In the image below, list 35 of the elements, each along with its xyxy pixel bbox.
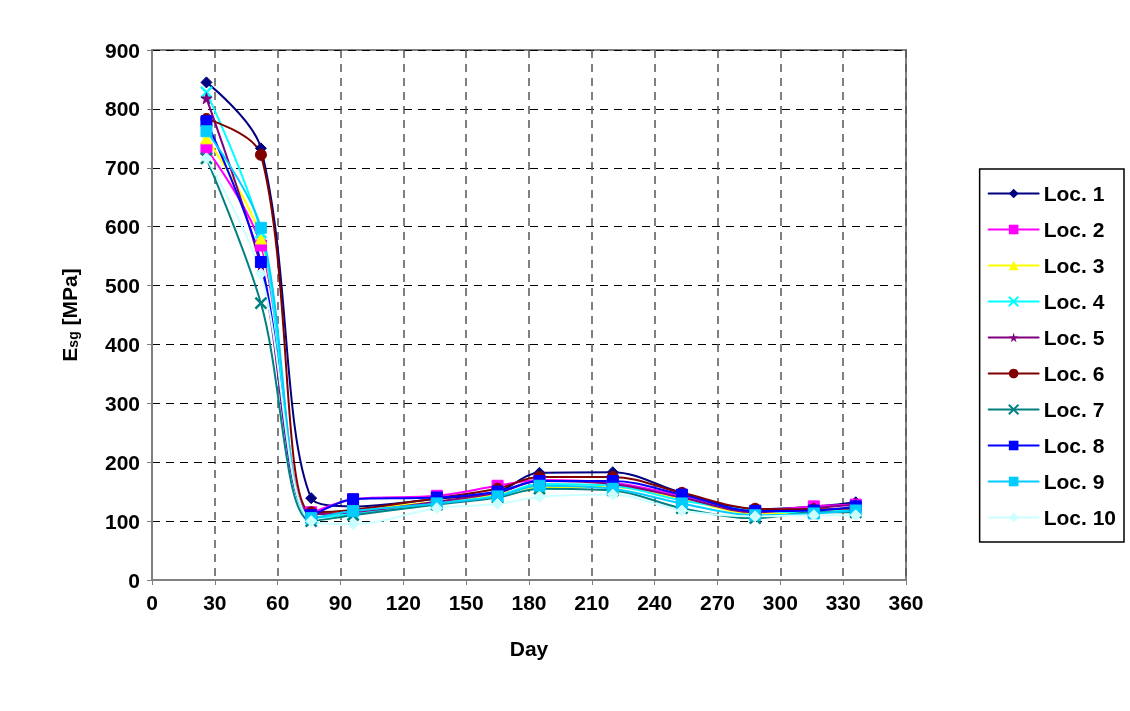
legend-label: Loc. 7: [1043, 398, 1105, 421]
legend-label: Loc. 4: [1043, 290, 1105, 313]
x-tick-label: 150: [448, 591, 484, 614]
legend-label: Loc. 5: [1043, 326, 1105, 349]
y-tick-label: 700: [104, 156, 140, 180]
x-tick-label: 90: [328, 591, 353, 614]
y-tick-label: 500: [104, 274, 140, 298]
x-tick-label: 180: [511, 591, 547, 614]
legend-label: Loc. 1: [1043, 182, 1105, 205]
x-tick-label: 240: [637, 591, 673, 614]
x-tick-label: 330: [825, 591, 861, 614]
y-axis-title: Esg [MPa]: [57, 268, 81, 362]
legend-label: Loc. 9: [1043, 470, 1105, 493]
y-tick-label: 900: [104, 38, 140, 62]
x-tick-label: 30: [203, 591, 227, 614]
x-tick-label: 0: [146, 591, 158, 614]
y-tick-label: 400: [104, 332, 140, 356]
x-axis-title: Day: [509, 637, 549, 660]
x-tick-label: 270: [699, 591, 736, 614]
legend-label: Loc. 10: [1043, 506, 1117, 529]
y-tick-label: 100: [104, 509, 140, 533]
x-tick-label: 360: [888, 591, 924, 614]
legend-label: Loc. 2: [1043, 218, 1105, 241]
y-tick-label: 800: [104, 97, 140, 121]
x-tick-label: 60: [265, 591, 290, 614]
x-tick-label: 210: [574, 591, 610, 614]
legend-label: Loc. 3: [1043, 254, 1105, 277]
y-tick-label: 600: [104, 215, 140, 239]
legend-label: Loc. 6: [1043, 362, 1105, 385]
x-tick-label: 120: [385, 591, 421, 614]
y-tick-label: 0: [128, 568, 140, 592]
y-tick-label: 200: [104, 450, 140, 474]
x-tick-label: 300: [762, 591, 798, 614]
legend-label: Loc. 8: [1043, 434, 1105, 457]
y-tick-label: 300: [104, 391, 140, 415]
